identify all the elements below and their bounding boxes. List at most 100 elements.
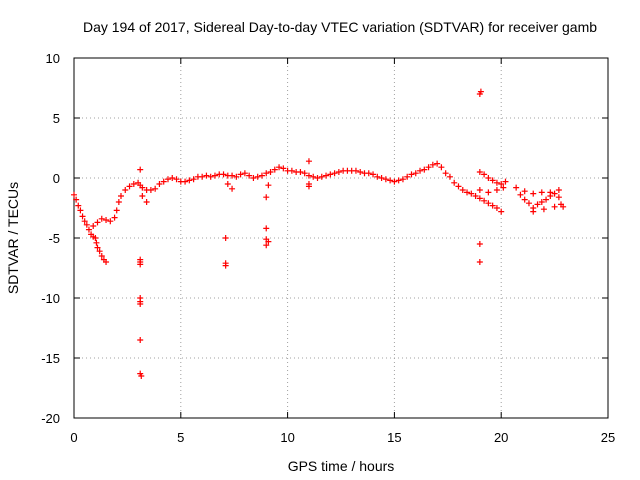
data-point (90, 223, 97, 229)
data-point (476, 187, 483, 193)
data-point (555, 194, 562, 201)
data-point (331, 170, 338, 177)
data-point (365, 170, 372, 177)
data-points (71, 88, 567, 379)
data-point (485, 175, 492, 181)
data-point (137, 301, 144, 307)
x-tick-label: 5 (177, 430, 184, 445)
data-point (271, 166, 278, 173)
data-point (138, 373, 145, 379)
data-point (314, 175, 321, 181)
data-point (560, 203, 567, 210)
data-point (152, 185, 159, 192)
data-point (493, 205, 500, 211)
data-point (538, 199, 545, 205)
data-point (258, 172, 265, 179)
data-point (75, 202, 82, 209)
data-point (94, 219, 101, 226)
data-point (421, 166, 428, 173)
data-point (137, 166, 144, 173)
chart-title: Day 194 of 2017, Sidereal Day-to-day VTE… (83, 19, 597, 35)
data-point (305, 183, 312, 190)
data-point (173, 176, 180, 183)
data-point (310, 173, 317, 180)
y-axis-label: SDTVAR / TECUs (5, 182, 21, 294)
data-point (472, 193, 479, 199)
data-point (117, 193, 124, 199)
data-point (451, 179, 458, 186)
data-point (220, 171, 227, 178)
data-point (164, 176, 171, 183)
axis-ticks: 0 5 10 15 20 25 -20 -15 -10 -5 0 5 10 (41, 51, 615, 445)
data-point (434, 160, 441, 167)
data-point (374, 173, 381, 180)
data-point (540, 206, 547, 213)
data-point (246, 172, 253, 179)
data-point (160, 178, 167, 185)
data-point (203, 172, 210, 179)
data-point (429, 161, 436, 168)
data-point (352, 167, 359, 174)
data-point (485, 200, 492, 207)
data-point (263, 242, 270, 249)
data-point (81, 218, 88, 225)
grid (74, 58, 608, 418)
data-point (126, 183, 133, 190)
x-tick-label: 10 (280, 430, 294, 445)
data-point (139, 184, 146, 191)
data-point (130, 181, 137, 187)
data-point (438, 164, 445, 171)
data-point (399, 176, 406, 183)
y-tick-label: 0 (53, 171, 60, 186)
x-axis-label: GPS time / hours (288, 458, 395, 474)
data-point (71, 191, 77, 198)
data-point (79, 213, 86, 220)
data-point (521, 188, 528, 195)
data-point (534, 201, 541, 208)
data-point (93, 239, 100, 246)
data-point (233, 173, 240, 180)
data-point (147, 187, 154, 193)
data-point (327, 171, 334, 178)
data-point (137, 337, 144, 343)
data-point (318, 173, 325, 180)
y-tick-label: 10 (46, 51, 60, 66)
data-point (98, 215, 105, 222)
data-point (425, 164, 432, 171)
data-point (229, 172, 236, 179)
x-tick-label: 15 (387, 430, 401, 445)
data-point (267, 169, 274, 175)
data-point (139, 193, 146, 199)
data-point (493, 179, 500, 186)
data-point (241, 170, 248, 177)
data-point (498, 181, 505, 187)
data-point (263, 225, 270, 232)
data-point (237, 171, 244, 178)
data-point (395, 177, 402, 184)
data-point (96, 248, 103, 255)
data-point (190, 176, 197, 183)
data-point (305, 172, 312, 179)
data-point (186, 177, 193, 184)
data-point (378, 175, 385, 181)
data-point (476, 241, 483, 247)
data-point (476, 195, 483, 202)
data-point (404, 173, 411, 180)
data-point (288, 167, 295, 174)
data-point (229, 185, 236, 192)
data-point (551, 190, 558, 197)
data-point (493, 187, 500, 193)
data-point (143, 199, 150, 205)
data-point (222, 235, 229, 241)
data-point (489, 177, 496, 184)
data-point (476, 259, 483, 265)
data-point (551, 203, 558, 210)
data-point (543, 196, 550, 203)
y-tick-label: -15 (41, 351, 60, 366)
data-point (442, 170, 449, 177)
data-point (103, 259, 110, 265)
y-tick-label: -5 (48, 231, 60, 246)
data-point (115, 199, 122, 205)
data-point (77, 207, 84, 214)
